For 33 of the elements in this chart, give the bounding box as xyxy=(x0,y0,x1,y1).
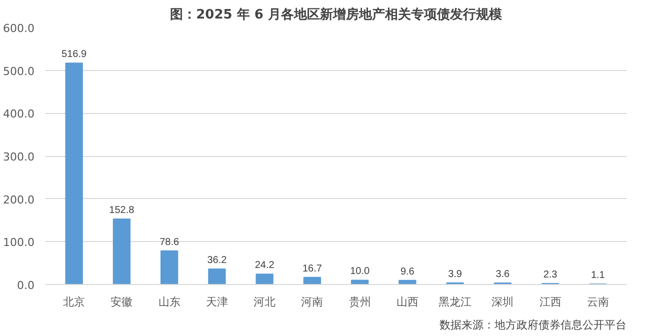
data-label: 2.3 xyxy=(543,270,558,281)
chart-title: 图：2025 年 6 月各地区新增房地产相关专项债发行规模 xyxy=(170,6,502,22)
data-label: 36.2 xyxy=(207,254,228,266)
y-tick-label: 200.0 xyxy=(3,193,35,206)
y-tick-label: 400.0 xyxy=(3,108,35,121)
source-note: 数据来源：地方政府债券信息公开平台 xyxy=(440,318,626,332)
x-tick-label: 河南 xyxy=(301,296,324,308)
data-label: 3.6 xyxy=(496,268,510,280)
x-tick-label: 深圳 xyxy=(492,296,514,308)
x-tick-label: 山东 xyxy=(158,296,180,308)
y-tick-label: 600.0 xyxy=(3,22,35,35)
data-label: 3.9 xyxy=(448,268,462,280)
y-tick-label: 0.0 xyxy=(17,279,35,292)
x-tick-label: 北京 xyxy=(63,296,86,308)
x-tick-label: 安徽 xyxy=(110,296,133,308)
y-tick-label: 500.0 xyxy=(3,64,35,78)
x-tick-label: 河北 xyxy=(254,296,276,308)
y-tick-label: 100.0 xyxy=(3,236,35,250)
data-label: 10.0 xyxy=(350,266,370,278)
data-label: 1.1 xyxy=(590,270,606,282)
data-label: 516.9 xyxy=(62,49,88,60)
x-tick-label: 山西 xyxy=(396,296,418,308)
x-tick-label: 江西 xyxy=(539,296,562,308)
x-tick-label: 天津 xyxy=(206,296,228,308)
x-tick-label: 黑龙江 xyxy=(438,296,472,308)
data-label: 78.6 xyxy=(160,236,180,248)
data-label: 9.6 xyxy=(400,266,415,278)
data-label: 24.2 xyxy=(254,260,275,272)
x-tick-label: 云南 xyxy=(586,296,609,308)
data-label: 152.8 xyxy=(109,205,135,216)
x-tick-label: 贵州 xyxy=(348,296,371,308)
data-label: 16.7 xyxy=(302,263,322,274)
y-tick-label: 300.0 xyxy=(3,150,35,164)
